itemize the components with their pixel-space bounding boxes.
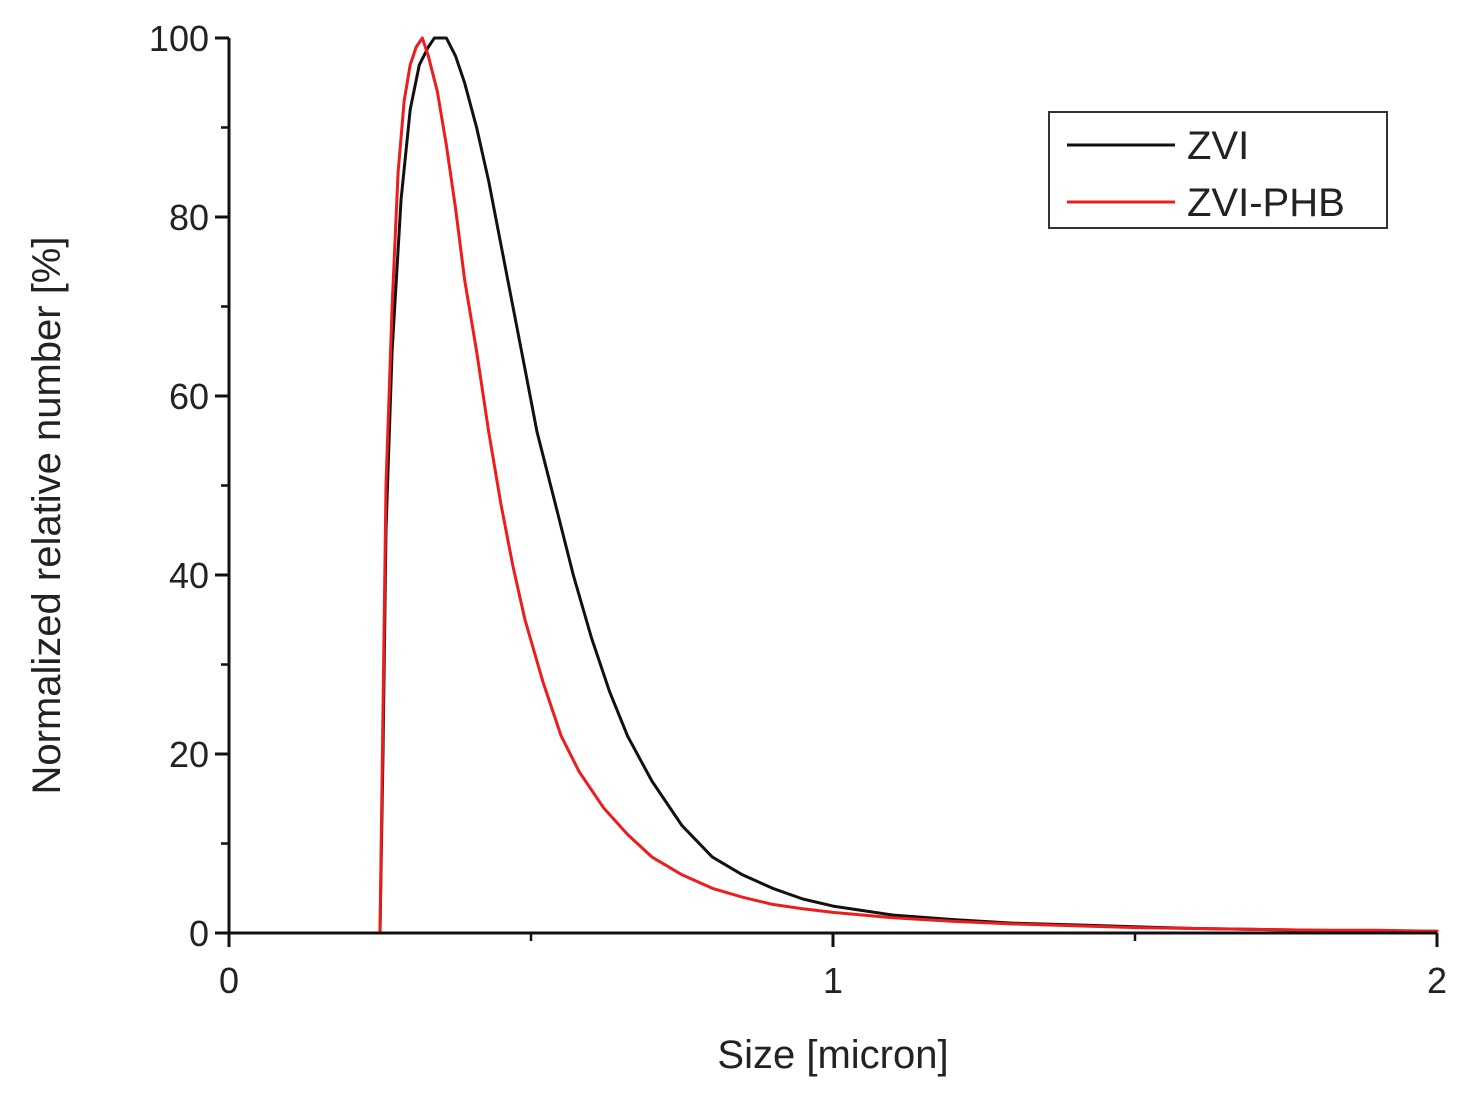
y-tick-label: 100 [149,18,209,59]
y-tick-label: 0 [189,913,209,954]
legend: ZVI ZVI-PHB [1048,111,1388,229]
legend-box [1048,111,1388,229]
y-tick-label: 60 [169,376,209,417]
axes: 0 20 40 60 80 100 0 1 2 [149,18,1447,1001]
x-tick-label: 2 [1427,960,1447,1001]
legend-label: ZVI-PHB [1187,181,1345,225]
y-tick-label: 80 [169,197,209,238]
x-axis-title: Size [micron] [717,1033,948,1077]
x-tick-label: 0 [219,960,239,1001]
legend-label: ZVI [1187,124,1249,168]
x-tick-label: 1 [823,960,843,1001]
y-tick-label: 20 [169,734,209,775]
y-axis-title: Normalized relative number [%] [25,237,69,795]
y-tick-label: 40 [169,555,209,596]
series-line-zvi-phb [378,36,1439,935]
plot-area [378,36,1439,935]
